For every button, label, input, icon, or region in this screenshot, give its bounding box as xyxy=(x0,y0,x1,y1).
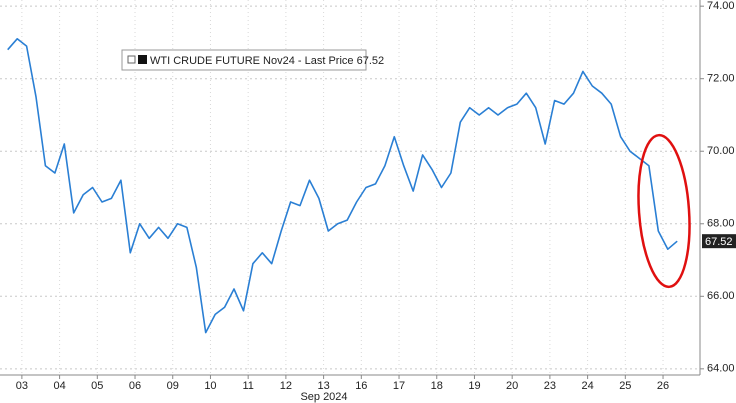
y-tick-label: 70.00 xyxy=(707,145,735,157)
y-tick-label: 74.00 xyxy=(707,0,735,12)
annotation-ellipse xyxy=(637,133,691,289)
last-price-label: 67.52 xyxy=(705,236,733,248)
x-tick-label: 24 xyxy=(581,380,593,392)
x-tick-label: 20 xyxy=(506,380,518,392)
x-tick-label: 16 xyxy=(355,380,367,392)
y-tick-label: 68.00 xyxy=(707,218,735,230)
legend-box xyxy=(121,49,367,71)
x-tick-label: 19 xyxy=(468,380,480,392)
last-price-box xyxy=(702,234,736,249)
legend-toggle xyxy=(127,55,136,64)
legend-last-price: 67.52 xyxy=(357,55,385,67)
x-tick-label: 13 xyxy=(317,380,329,392)
x-tick-label: 06 xyxy=(129,380,141,392)
legend-name: WTI CRUDE FUTURE Nov24 - Last Price xyxy=(150,55,354,67)
y-tick-label: 66.00 xyxy=(707,290,735,302)
x-tick-label: 18 xyxy=(431,380,443,392)
x-tick-label: 26 xyxy=(657,380,669,392)
legend-swatch xyxy=(138,55,147,64)
x-axis-label: Sep 2024 xyxy=(300,391,347,403)
x-tick-label: 11 xyxy=(242,380,253,392)
y-tick-label: 72.00 xyxy=(707,73,735,85)
y-tick-label: 64.00 xyxy=(707,363,735,375)
x-tick-label: 03 xyxy=(16,380,28,392)
x-tick-label: 17 xyxy=(393,380,405,392)
price-line xyxy=(7,38,678,334)
x-tick-label: 04 xyxy=(53,380,65,392)
x-tick-label: 09 xyxy=(167,380,179,392)
x-tick-label: 05 xyxy=(91,380,103,392)
x-tick-label: 12 xyxy=(280,380,292,392)
x-tick-label: 23 xyxy=(544,380,556,392)
x-tick-label: 10 xyxy=(204,380,216,392)
x-tick-label: 25 xyxy=(619,380,631,392)
legend-text: WTI CRUDE FUTURE Nov24 - Last Price 67.5… xyxy=(150,55,384,67)
